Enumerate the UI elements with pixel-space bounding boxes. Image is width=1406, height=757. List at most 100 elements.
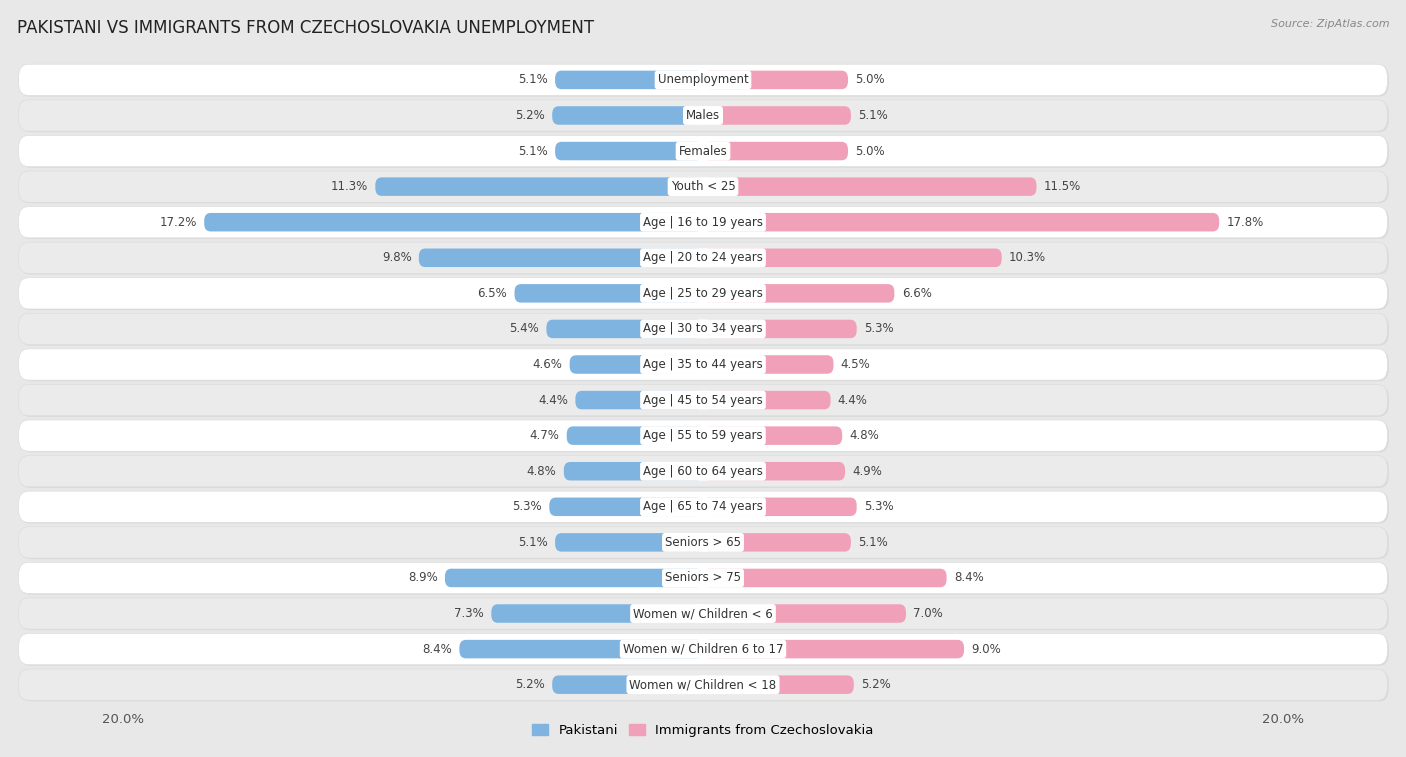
FancyBboxPatch shape [703,462,845,481]
Text: 4.4%: 4.4% [838,394,868,407]
FancyBboxPatch shape [18,420,1388,451]
FancyBboxPatch shape [18,242,1388,273]
Text: Women w/ Children < 18: Women w/ Children < 18 [630,678,776,691]
FancyBboxPatch shape [703,106,851,125]
FancyBboxPatch shape [419,248,703,267]
FancyBboxPatch shape [491,604,703,623]
FancyBboxPatch shape [547,319,703,338]
Text: 5.0%: 5.0% [855,73,884,86]
Text: Women w/ Children 6 to 17: Women w/ Children 6 to 17 [623,643,783,656]
FancyBboxPatch shape [18,64,1388,95]
Text: Age | 60 to 64 years: Age | 60 to 64 years [643,465,763,478]
Text: 4.6%: 4.6% [533,358,562,371]
FancyBboxPatch shape [18,562,1388,593]
FancyBboxPatch shape [20,563,1389,595]
FancyBboxPatch shape [703,177,1036,196]
Text: 4.8%: 4.8% [527,465,557,478]
FancyBboxPatch shape [703,569,946,587]
Text: 4.9%: 4.9% [852,465,882,478]
FancyBboxPatch shape [703,142,848,160]
FancyBboxPatch shape [20,670,1389,702]
Text: 4.7%: 4.7% [530,429,560,442]
Text: 9.0%: 9.0% [972,643,1001,656]
Text: Youth < 25: Youth < 25 [671,180,735,193]
FancyBboxPatch shape [18,634,1388,665]
Text: 5.3%: 5.3% [863,500,894,513]
Text: 5.2%: 5.2% [515,109,546,122]
FancyBboxPatch shape [20,350,1389,382]
FancyBboxPatch shape [20,101,1389,132]
FancyBboxPatch shape [20,492,1389,524]
Text: Women w/ Children < 6: Women w/ Children < 6 [633,607,773,620]
Text: 9.8%: 9.8% [382,251,412,264]
FancyBboxPatch shape [553,106,703,125]
Text: 8.9%: 8.9% [408,572,437,584]
Text: 5.2%: 5.2% [515,678,546,691]
FancyBboxPatch shape [20,279,1389,310]
FancyBboxPatch shape [444,569,703,587]
FancyBboxPatch shape [375,177,703,196]
Text: 6.6%: 6.6% [901,287,932,300]
Text: 5.4%: 5.4% [509,322,538,335]
FancyBboxPatch shape [20,243,1389,275]
Text: Age | 45 to 54 years: Age | 45 to 54 years [643,394,763,407]
FancyBboxPatch shape [18,527,1388,558]
FancyBboxPatch shape [20,65,1389,97]
FancyBboxPatch shape [555,142,703,160]
Text: 4.8%: 4.8% [849,429,879,442]
FancyBboxPatch shape [20,599,1389,631]
Text: Age | 16 to 19 years: Age | 16 to 19 years [643,216,763,229]
Text: 11.5%: 11.5% [1043,180,1081,193]
FancyBboxPatch shape [20,385,1389,417]
FancyBboxPatch shape [18,278,1388,309]
Text: 17.8%: 17.8% [1226,216,1264,229]
Text: Seniors > 75: Seniors > 75 [665,572,741,584]
Legend: Pakistani, Immigrants from Czechoslovakia: Pakistani, Immigrants from Czechoslovaki… [533,724,873,737]
FancyBboxPatch shape [555,70,703,89]
FancyBboxPatch shape [20,136,1389,168]
Text: Males: Males [686,109,720,122]
FancyBboxPatch shape [703,355,834,374]
Text: Age | 30 to 34 years: Age | 30 to 34 years [643,322,763,335]
FancyBboxPatch shape [703,533,851,552]
FancyBboxPatch shape [569,355,703,374]
FancyBboxPatch shape [460,640,703,659]
Text: 5.0%: 5.0% [855,145,884,157]
Text: 5.2%: 5.2% [860,678,891,691]
FancyBboxPatch shape [567,426,703,445]
FancyBboxPatch shape [20,634,1389,666]
FancyBboxPatch shape [18,669,1388,700]
Text: Source: ZipAtlas.com: Source: ZipAtlas.com [1271,19,1389,29]
Text: 5.1%: 5.1% [858,536,889,549]
Text: 8.4%: 8.4% [422,643,453,656]
Text: 5.3%: 5.3% [863,322,894,335]
Text: 11.3%: 11.3% [330,180,368,193]
FancyBboxPatch shape [555,533,703,552]
FancyBboxPatch shape [703,675,853,694]
Text: Age | 55 to 59 years: Age | 55 to 59 years [643,429,763,442]
FancyBboxPatch shape [20,456,1389,488]
FancyBboxPatch shape [515,284,703,303]
Text: 5.1%: 5.1% [517,145,548,157]
Text: 4.4%: 4.4% [538,394,568,407]
FancyBboxPatch shape [18,207,1388,238]
FancyBboxPatch shape [564,462,703,481]
Text: 7.0%: 7.0% [914,607,943,620]
Text: 7.3%: 7.3% [454,607,484,620]
Text: Females: Females [679,145,727,157]
Text: Unemployment: Unemployment [658,73,748,86]
Text: 4.5%: 4.5% [841,358,870,371]
FancyBboxPatch shape [550,497,703,516]
Text: Age | 35 to 44 years: Age | 35 to 44 years [643,358,763,371]
Text: 5.1%: 5.1% [517,73,548,86]
FancyBboxPatch shape [20,172,1389,204]
Text: 17.2%: 17.2% [160,216,197,229]
FancyBboxPatch shape [18,313,1388,344]
FancyBboxPatch shape [18,100,1388,131]
FancyBboxPatch shape [703,319,856,338]
Text: Age | 20 to 24 years: Age | 20 to 24 years [643,251,763,264]
FancyBboxPatch shape [18,491,1388,522]
FancyBboxPatch shape [703,497,856,516]
FancyBboxPatch shape [18,349,1388,380]
FancyBboxPatch shape [18,136,1388,167]
